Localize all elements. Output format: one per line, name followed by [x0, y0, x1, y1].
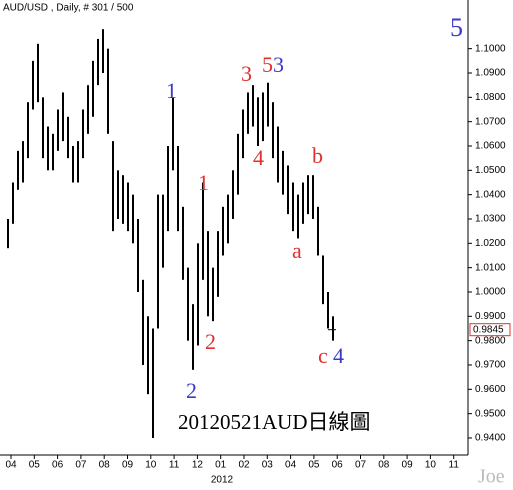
- y-tick-label: 0.9500: [475, 408, 506, 419]
- wave-label: 5: [262, 52, 273, 77]
- caption: 20120521AUD日線圖: [178, 410, 371, 434]
- y-tick-label: 0.9700: [475, 360, 506, 371]
- y-tick-label: 1.0500: [475, 165, 506, 176]
- last-price-box: [469, 323, 511, 337]
- year-label: 2012: [211, 475, 234, 486]
- wave-label: 2: [205, 329, 216, 354]
- x-tick-label: 09: [122, 460, 134, 471]
- x-tick-label: 07: [75, 460, 87, 471]
- y-tick-label: 1.0200: [475, 238, 506, 249]
- chart-title: AUD/USD , Daily, # 301 / 500: [3, 3, 134, 14]
- x-tick-label: 08: [378, 460, 390, 471]
- wave-label: 4: [333, 343, 344, 368]
- wave-label: 4: [253, 145, 264, 170]
- y-tick-label: 1.0100: [475, 262, 506, 273]
- y-tick-label: 1.0600: [475, 141, 506, 152]
- wave-label: c: [318, 343, 328, 368]
- y-tick-label: 1.0000: [475, 287, 506, 298]
- x-tick-label: 07: [355, 460, 367, 471]
- x-tick-label: 01: [215, 460, 227, 471]
- wave-label: 5: [450, 13, 463, 42]
- wave-label: 2: [186, 378, 197, 403]
- x-tick-label: 06: [332, 460, 344, 471]
- wave-label: 3: [241, 61, 252, 86]
- x-tick-label: 04: [5, 460, 17, 471]
- y-tick-label: 0.9600: [475, 384, 506, 395]
- x-tick-label: 09: [402, 460, 414, 471]
- x-tick-label: 11: [169, 460, 180, 471]
- y-tick-label: 0.9400: [475, 433, 506, 444]
- x-tick-label: 08: [99, 460, 111, 471]
- watermark: Joe: [478, 466, 505, 488]
- y-tick-label: 0.9800: [475, 335, 506, 346]
- x-tick-label: 06: [52, 460, 64, 471]
- y-tick-label: 1.0700: [475, 116, 506, 127]
- x-tick-label: 10: [145, 460, 157, 471]
- wave-label: a: [292, 238, 302, 263]
- y-tick-label: 1.0800: [475, 92, 506, 103]
- x-tick-label: 03: [262, 460, 274, 471]
- x-tick-label: 05: [308, 460, 320, 471]
- y-tick-label: 1.0300: [475, 214, 506, 225]
- x-tick-label: 02: [238, 460, 250, 471]
- x-tick-label: 05: [29, 460, 41, 471]
- wave-label: b: [312, 143, 323, 168]
- last-price-label: 0.9845: [473, 324, 504, 335]
- x-tick-label: 12: [192, 460, 204, 471]
- x-tick-label: 04: [285, 460, 297, 471]
- y-tick-label: 1.0900: [475, 68, 506, 79]
- x-tick-label: 11: [449, 460, 460, 471]
- y-tick-label: 0.9900: [475, 311, 506, 322]
- y-tick-label: 1.0400: [475, 189, 506, 200]
- wave-label: 1: [166, 78, 177, 103]
- x-tick-label: 10: [425, 460, 437, 471]
- wave-label: 1: [198, 170, 209, 195]
- y-tick-label: 1.1000: [475, 43, 506, 54]
- wave-label: 3: [273, 52, 284, 77]
